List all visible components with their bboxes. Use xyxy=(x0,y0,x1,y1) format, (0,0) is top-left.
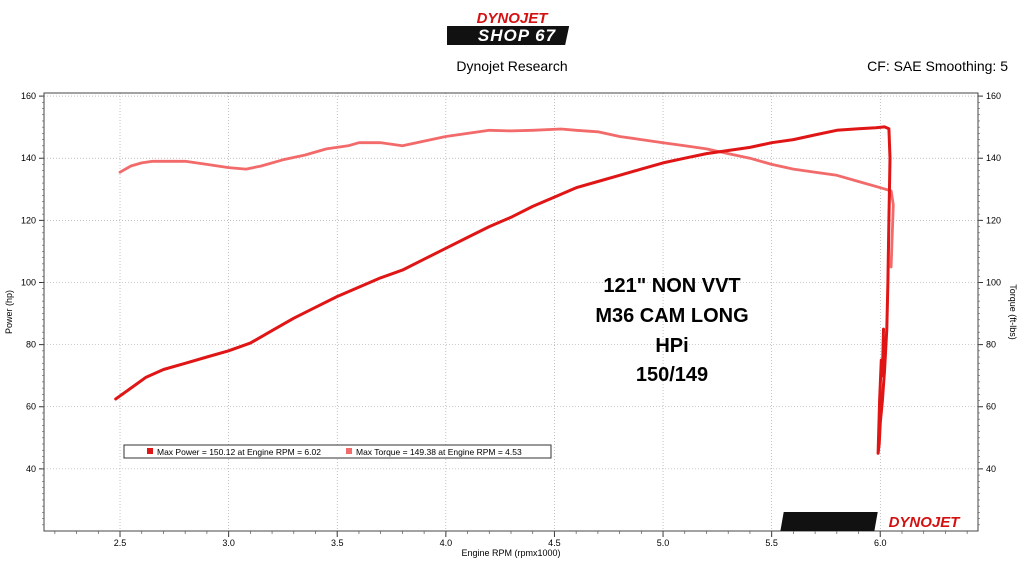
y-right-tick-label: 40 xyxy=(986,464,996,474)
run-annotation: 121" NON VVT M36 CAM LONG HPi 150/149 xyxy=(595,275,748,386)
annotation-line-4: 150/149 xyxy=(636,364,708,386)
series-line-torque xyxy=(118,127,895,269)
logo-top-text: DYNOJET xyxy=(477,10,550,27)
chart-subtitle: Dynojet Research xyxy=(456,58,568,74)
plot-frame xyxy=(43,92,979,532)
y-right-tick-label: 80 xyxy=(986,340,996,350)
series-line-power xyxy=(114,125,892,455)
watermark-text: DYNOJET xyxy=(889,514,962,531)
y-left-tick-label: 160 xyxy=(21,91,36,101)
y-axis-left-label: Power (hp) xyxy=(4,290,14,334)
x-tick-label: 4.5 xyxy=(548,538,561,548)
x-tick-label: 4.0 xyxy=(440,538,453,548)
x-tick-label: 6.0 xyxy=(874,538,887,548)
y-left-tick-label: 120 xyxy=(21,215,36,225)
y-right-tick-label: 160 xyxy=(986,91,1001,101)
dynojet-watermark: DYNOJET xyxy=(780,512,961,531)
legend-box xyxy=(123,444,552,459)
legend-power: Max Power = 150.12 at Engine RPM = 6.02 xyxy=(157,447,321,457)
legend: Max Power = 150.12 at Engine RPM = 6.02 … xyxy=(123,444,552,459)
y-right-tick-label: 60 xyxy=(986,402,996,412)
x-tick-label: 5.0 xyxy=(657,538,670,548)
series-layer xyxy=(114,125,895,455)
annotation-line-1: 121" NON VVT xyxy=(603,275,740,297)
annotation-line-2: M36 CAM LONG xyxy=(595,305,748,327)
y-right-tick-label: 120 xyxy=(986,215,1001,225)
tick-layer: 2.5 3.0 3.5 4.0 4.5 5.0 5.5 6.0 40 40 60 60 80 80 100 1… xyxy=(21,91,1001,548)
y-left-tick-label: 100 xyxy=(21,277,36,287)
y-left-tick-label: 60 xyxy=(26,402,36,412)
y-left-tick-label: 80 xyxy=(26,340,36,350)
y-right-tick-label: 100 xyxy=(986,277,1001,287)
x-axis-label: Engine RPM (rpmx1000) xyxy=(461,548,560,558)
grid-layer xyxy=(44,93,978,531)
dynojet-shop67-logo: DYNOJET SHOP 67 xyxy=(447,10,570,45)
x-tick-label: 2.5 xyxy=(114,538,127,548)
legend-swatch-torque xyxy=(346,448,352,454)
y-left-tick-label: 140 xyxy=(21,153,36,163)
y-left-tick-label: 40 xyxy=(26,464,36,474)
legend-swatch-power xyxy=(147,448,153,454)
logo-bottom-text: SHOP 67 xyxy=(478,26,557,45)
legend-torque: Max Torque = 149.38 at Engine RPM = 4.53 xyxy=(356,447,522,457)
x-tick-label: 3.0 xyxy=(222,538,235,548)
x-tick-label: 3.5 xyxy=(331,538,344,548)
y-right-tick-label: 140 xyxy=(986,153,1001,163)
x-tick-label: 5.5 xyxy=(765,538,778,548)
annotation-line-3: HPi xyxy=(655,335,688,357)
correction-settings: CF: SAE Smoothing: 5 xyxy=(867,58,1008,74)
y-axis-right-label: Torque (ft-lbs) xyxy=(1008,284,1018,340)
